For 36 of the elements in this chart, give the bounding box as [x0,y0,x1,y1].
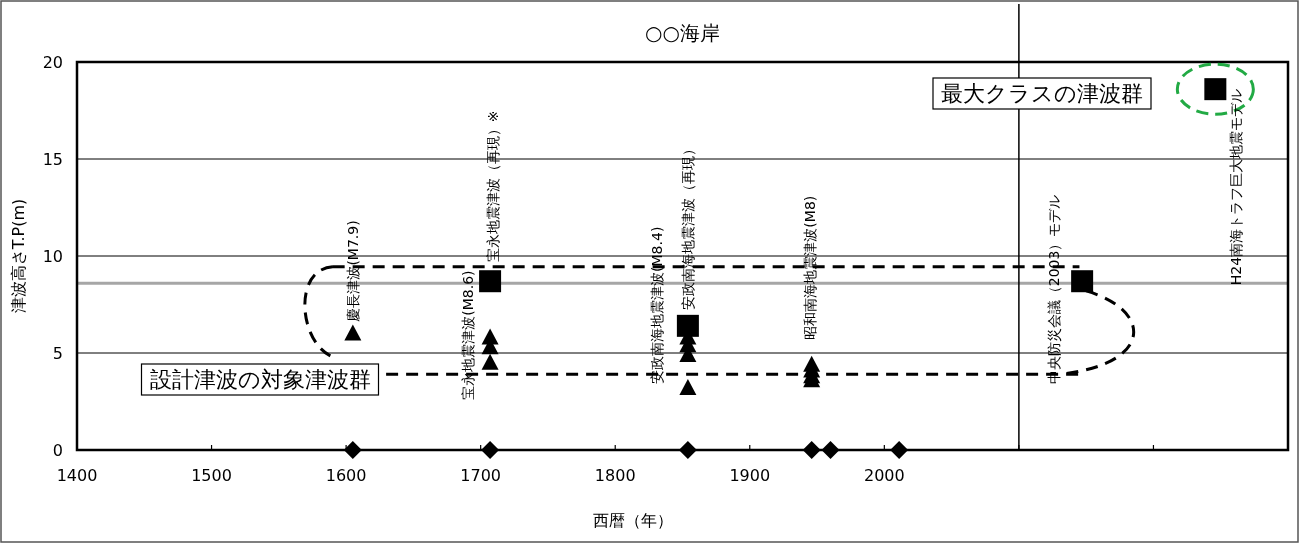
point [481,441,500,459]
y-tick-label: 20 [42,53,63,72]
annotation: 宝永地震津波（再現）※ [485,110,502,263]
point [821,441,840,459]
annotation: H24南海トラフ巨大地震モデル [1228,88,1245,286]
point [481,328,499,345]
x-tick-label: 1600 [325,466,367,485]
y-tick-label: 10 [42,247,63,266]
y-axis-title: 津波高さT.P(m) [9,198,28,314]
x-tick-label: 2000 [863,466,905,485]
annotation: 慶長津波(M7.9) [344,220,361,322]
annotation: 昭和南海地震津波(M8) [801,195,818,340]
y-tick-label: 15 [42,150,63,169]
x-tick-label: 1900 [729,466,771,485]
point [343,441,362,459]
point [676,314,699,337]
x-tick-label: 1800 [594,466,636,485]
x-tick-label: 1400 [56,466,98,485]
point [679,378,697,395]
y-tick-label: 5 [52,344,63,363]
annotation: 安政南海地震津波（再現） [679,141,696,310]
point [344,324,362,341]
x-axis-title: 西暦（年） [592,511,673,530]
point [802,441,821,459]
point [890,441,909,459]
chart-title: ○○海岸 [645,21,720,45]
x-tick-label: 1700 [460,466,502,485]
point [1071,270,1094,293]
annotation: 設計津波の対象津波群 [149,367,371,392]
y-tick-label: 0 [52,441,63,460]
point [803,355,821,372]
point [481,353,499,370]
point [678,441,697,459]
point [479,270,502,293]
annotation: 最大クラスの津波群 [941,81,1143,106]
x-tick-label: 1500 [191,466,232,485]
